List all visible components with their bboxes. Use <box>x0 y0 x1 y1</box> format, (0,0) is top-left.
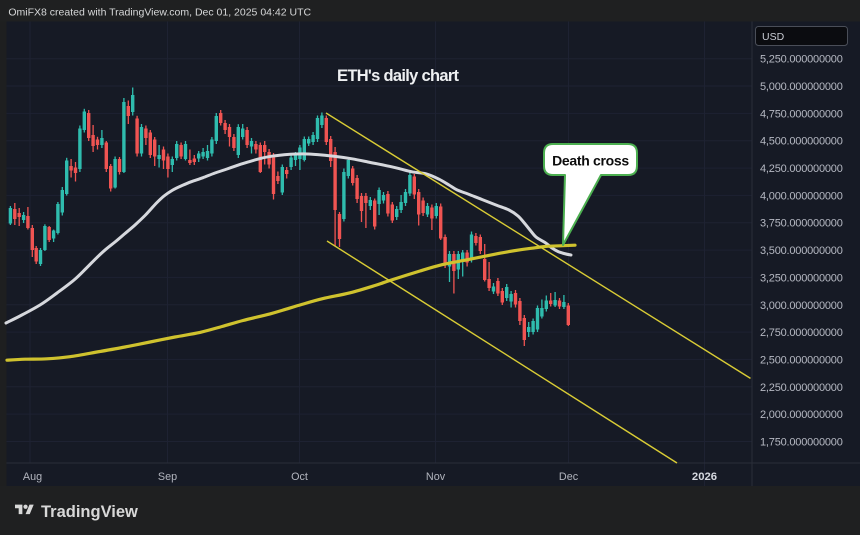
svg-text:3,500.000000000: 3,500.000000000 <box>760 245 843 257</box>
svg-text:3,000.000000000: 3,000.000000000 <box>760 300 843 312</box>
svg-text:Nov: Nov <box>426 471 446 483</box>
svg-text:3,750.000000000: 3,750.000000000 <box>760 218 843 230</box>
svg-text:ETH's daily chart: ETH's daily chart <box>337 67 460 85</box>
svg-text:2,500.000000000: 2,500.000000000 <box>760 354 843 366</box>
svg-text:Oct: Oct <box>291 471 308 483</box>
svg-text:USD: USD <box>762 31 785 43</box>
svg-text:4,250.000000000: 4,250.000000000 <box>760 163 843 175</box>
svg-text:4,000.000000000: 4,000.000000000 <box>760 190 843 202</box>
svg-text:3,250.000000000: 3,250.000000000 <box>760 272 843 284</box>
svg-text:Death cross: Death cross <box>552 153 629 169</box>
svg-text:Aug: Aug <box>23 471 42 483</box>
svg-text:OmiFX8 created with TradingVie: OmiFX8 created with TradingView.com, Dec… <box>8 6 311 18</box>
svg-text:1,750.000000000: 1,750.000000000 <box>760 437 843 449</box>
svg-text:2,750.000000000: 2,750.000000000 <box>760 327 843 339</box>
svg-text:Dec: Dec <box>559 471 579 483</box>
svg-text:2,250.000000000: 2,250.000000000 <box>760 382 843 394</box>
svg-text:TradingView: TradingView <box>41 503 138 521</box>
svg-text:4,500.000000000: 4,500.000000000 <box>760 136 843 148</box>
svg-text:2026: 2026 <box>692 471 717 483</box>
svg-text:2,000.000000000: 2,000.000000000 <box>760 409 843 421</box>
svg-text:4,750.000000000: 4,750.000000000 <box>760 108 843 120</box>
svg-text:5,250.000000000: 5,250.000000000 <box>760 54 843 66</box>
svg-text:Sep: Sep <box>158 471 177 483</box>
svg-text:5,000.000000000: 5,000.000000000 <box>760 81 843 93</box>
